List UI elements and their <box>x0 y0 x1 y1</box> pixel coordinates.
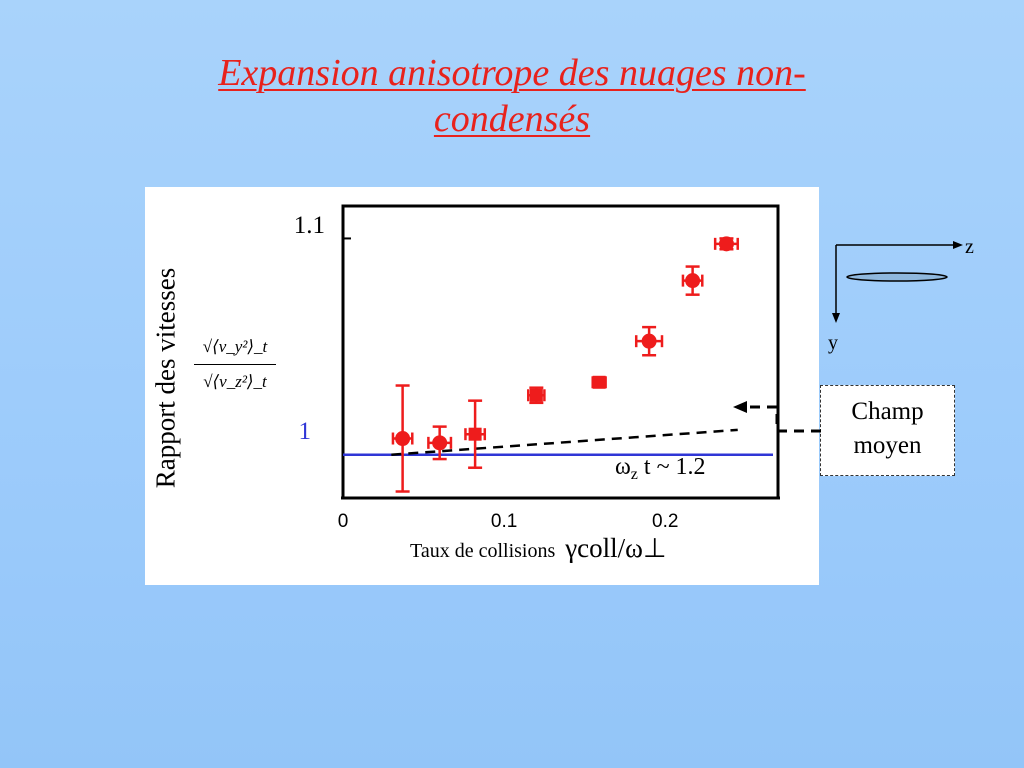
chart-panel <box>145 187 819 585</box>
marker-circle <box>718 236 734 252</box>
x-axis-label-symbol: γcoll/ω⊥ <box>564 533 666 563</box>
annotation-subscript: z <box>631 466 638 483</box>
marker-circle <box>641 333 657 349</box>
data-point-2 <box>464 399 487 469</box>
champ-moyen-box: Champ moyen <box>820 385 955 476</box>
champ-line-2: moyen <box>853 432 922 459</box>
marker-square <box>468 427 482 441</box>
annotation-omega: ω <box>615 454 631 480</box>
data-point-7 <box>713 236 739 252</box>
formula-denominator: √⟨v_z²⟩_t <box>203 372 267 391</box>
data-point-1 <box>427 425 453 461</box>
y-tick-label-1: 1 <box>299 418 312 445</box>
connector-dashed-line <box>747 405 821 433</box>
x-axis-label: Taux de collisions γcoll/ω⊥ <box>410 533 666 563</box>
marker-square <box>592 375 606 389</box>
coordinate-diagram <box>832 241 963 323</box>
marker-square <box>529 388 543 402</box>
y-axis-formula: √⟨v_y²⟩_t √⟨v_z²⟩_t <box>190 332 280 397</box>
y-axis-label: Rapport des vitesses <box>150 267 181 489</box>
data-point-6 <box>681 265 704 296</box>
y-axis-arrowhead <box>832 313 840 323</box>
connector-arrowhead <box>733 401 747 413</box>
marker-circle <box>395 431 411 447</box>
marker-circle <box>432 435 448 451</box>
x-tick-label-2: 0.2 <box>652 511 678 532</box>
marker-circle <box>685 273 701 289</box>
y-tick-label-1-1: 1.1 <box>294 212 325 239</box>
connector-svg <box>733 401 821 433</box>
mean-field-dashed-line <box>391 428 738 456</box>
data-point-0 <box>391 384 414 493</box>
title-line-2: condensés <box>433 98 591 140</box>
scatter-plot: 1.1 1 0 0.1 0.2 ωz t ~ 1.2 Taux de collisi… <box>294 204 780 563</box>
cloud-ellipse <box>846 272 948 282</box>
formula-numerator: √⟨v_y²⟩_t <box>202 337 268 356</box>
annotation-rest: t ~ 1.2 <box>638 454 706 480</box>
annotation-omega-t: ωz t ~ 1.2 <box>615 454 706 483</box>
data-point-3 <box>527 386 546 405</box>
coord-y-label: y <box>828 332 838 354</box>
data-point-5 <box>634 325 664 357</box>
formula-fraction-bar <box>194 364 276 365</box>
coord-z-label: z <box>965 236 974 258</box>
champ-line-1: Champ <box>851 398 924 425</box>
z-axis-arrowhead <box>953 241 963 249</box>
x-tick-label-0: 0 <box>338 511 349 532</box>
title-line-1: Expansion anisotrope des nuages non- <box>218 52 806 94</box>
slide-title: Expansion anisotrope des nuages non- con… <box>0 50 1024 142</box>
x-tick-label-1: 0.1 <box>491 511 517 532</box>
data-point-4 <box>591 375 607 389</box>
x-axis-label-text: Taux de collisions <box>410 540 555 562</box>
